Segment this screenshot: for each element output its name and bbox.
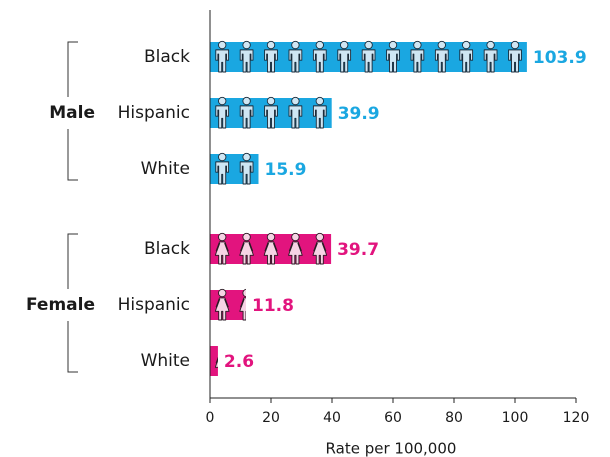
bar-icons <box>215 96 327 129</box>
male-person-icon <box>264 96 278 129</box>
x-axis-title: Rate per 100,000 <box>326 440 457 457</box>
data-label: 39.9 <box>338 104 380 124</box>
data-label: 39.7 <box>337 240 379 260</box>
female-person-icon <box>239 288 246 321</box>
x-tick-label: 80 <box>445 410 463 426</box>
x-tick-label: 20 <box>262 410 280 426</box>
x-tick-label: 100 <box>502 410 529 426</box>
category-label: White <box>141 351 190 371</box>
x-tick-label: 60 <box>384 410 402 426</box>
female-person-icon <box>263 232 279 265</box>
male-person-icon <box>337 40 352 73</box>
male-person-icon <box>239 40 254 73</box>
male-person-icon <box>312 96 327 129</box>
category-label: Black <box>144 47 190 67</box>
category-label: Hispanic <box>118 103 190 123</box>
category-label: Hispanic <box>118 295 190 315</box>
male-person-icon <box>361 40 376 73</box>
x-tick-label: 40 <box>323 410 341 426</box>
bar <box>210 346 218 376</box>
male-person-icon <box>215 40 230 73</box>
category-label: White <box>141 159 190 179</box>
x-tick-label: 120 <box>563 410 590 426</box>
male-person-icon <box>264 40 278 73</box>
category-label: Black <box>144 239 190 259</box>
female-person-icon <box>312 232 328 265</box>
data-label: 103.9 <box>533 48 587 68</box>
data-label: 2.6 <box>224 352 254 372</box>
male-person-icon <box>239 152 254 185</box>
female-person-icon <box>214 288 230 321</box>
male-person-icon <box>239 96 254 129</box>
male-person-icon <box>288 96 303 129</box>
male-person-icon <box>459 40 474 73</box>
group-label: Male <box>49 103 95 123</box>
bar-icons <box>214 232 328 265</box>
group-label: Female <box>26 295 95 315</box>
female-person-icon <box>239 232 254 265</box>
male-person-icon <box>312 40 327 73</box>
male-person-icon <box>410 40 425 73</box>
male-person-icon <box>483 40 498 73</box>
male-person-icon <box>215 96 230 129</box>
bar-icons <box>214 356 218 368</box>
data-label: 11.8 <box>252 296 294 316</box>
male-person-icon <box>434 40 449 73</box>
female-person-icon <box>214 232 230 265</box>
bar-icons <box>215 152 254 185</box>
bar-icons <box>215 40 522 73</box>
x-tick-label: 0 <box>206 410 215 426</box>
bar-icons <box>214 288 246 321</box>
male-person-icon <box>508 40 522 73</box>
male-person-icon <box>215 152 230 185</box>
group-bracket <box>67 233 78 373</box>
group-bracket <box>67 41 78 181</box>
female-person-icon <box>288 232 303 265</box>
male-person-icon <box>386 40 400 73</box>
female-person-icon <box>214 356 218 368</box>
male-person-icon <box>288 40 303 73</box>
data-label: 15.9 <box>264 160 306 180</box>
